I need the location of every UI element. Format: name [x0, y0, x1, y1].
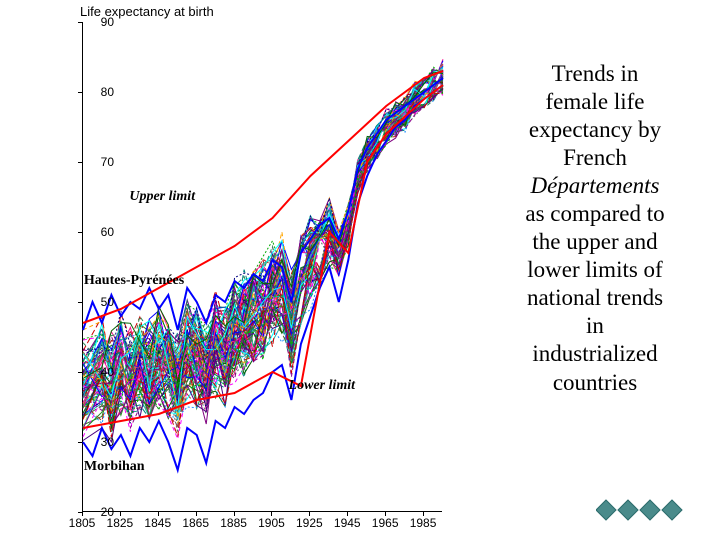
ytick-label: 70: [84, 155, 114, 169]
caption-line: Départements: [488, 172, 702, 200]
caption-line: French: [488, 144, 702, 172]
ytick-label: 40: [84, 365, 114, 379]
caption-line: countries: [488, 369, 702, 397]
chart-annotation: Lower limit: [289, 378, 356, 394]
xtick-label: 1925: [296, 516, 323, 530]
chart-annotation: Morbihan: [84, 459, 145, 475]
xtick-label: 1805: [69, 516, 96, 530]
xtick-mark: [82, 512, 83, 516]
xtick-label: 1885: [220, 516, 247, 530]
xtick-mark: [158, 512, 159, 516]
xtick-label: 1845: [144, 516, 171, 530]
xtick-mark: [385, 512, 386, 516]
ytick-mark: [78, 372, 82, 373]
ytick-label: 90: [84, 15, 114, 29]
caption-column: Trends infemale lifeexpectancy byFrenchD…: [480, 0, 720, 540]
caption-line: expectancy by: [488, 116, 702, 144]
diamond-icon: [662, 500, 682, 520]
ytick-mark: [78, 22, 82, 23]
xtick-label: 1945: [334, 516, 361, 530]
chart-area: Life expectancy at birth 203040506070809…: [0, 0, 480, 540]
ytick-label: 30: [84, 435, 114, 449]
caption-line: in: [488, 312, 702, 340]
xtick-label: 1865: [182, 516, 209, 530]
xtick-label: 1965: [372, 516, 399, 530]
ytick-mark: [78, 232, 82, 233]
diamond-icon: [640, 500, 660, 520]
ytick-mark: [78, 162, 82, 163]
xtick-label: 1905: [258, 516, 285, 530]
decor-diamonds: [596, 497, 692, 528]
ytick-mark: [78, 442, 82, 443]
chart-annotation: Upper limit: [129, 189, 195, 205]
caption-line: Trends in: [488, 60, 702, 88]
xtick-mark: [234, 512, 235, 516]
xtick-mark: [423, 512, 424, 516]
xtick-mark: [120, 512, 121, 516]
caption-text: Trends infemale lifeexpectancy byFrenchD…: [488, 60, 702, 397]
caption-line: lower limits of: [488, 256, 702, 284]
caption-line: female life: [488, 88, 702, 116]
ytick-label: 80: [84, 85, 114, 99]
xtick-label: 1825: [107, 516, 134, 530]
diamond-icon: [618, 500, 638, 520]
caption-line: as compared to: [488, 200, 702, 228]
ytick-label: 50: [84, 295, 114, 309]
ytick-mark: [78, 302, 82, 303]
ytick-mark: [78, 92, 82, 93]
diamond-icon: [596, 500, 616, 520]
xtick-mark: [309, 512, 310, 516]
line-series: [83, 22, 442, 511]
caption-line: industrialized: [488, 340, 702, 368]
slide: Life expectancy at birth 203040506070809…: [0, 0, 720, 540]
xtick-mark: [271, 512, 272, 516]
caption-line: national trends: [488, 284, 702, 312]
ytick-label: 60: [84, 225, 114, 239]
xtick-mark: [196, 512, 197, 516]
xtick-label: 1985: [410, 516, 437, 530]
chart-annotation: Hautes-Pyrénées: [84, 273, 184, 289]
plot-area: [82, 22, 442, 512]
caption-line: the upper and: [488, 228, 702, 256]
xtick-mark: [347, 512, 348, 516]
